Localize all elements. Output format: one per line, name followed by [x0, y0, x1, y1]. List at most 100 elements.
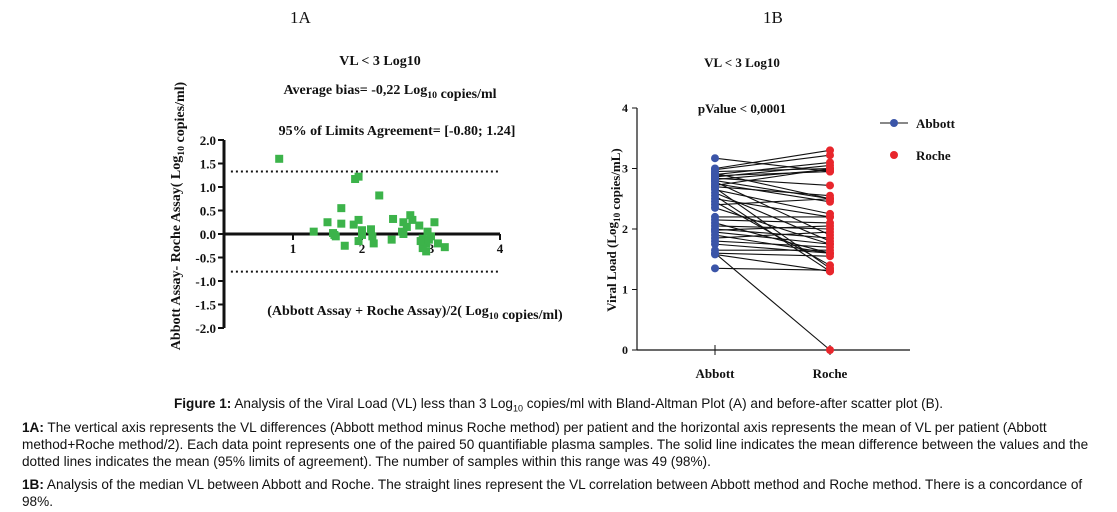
roche-point: [826, 246, 834, 255]
data-point: [389, 214, 398, 223]
x-tick-label: Roche: [813, 366, 848, 381]
data-point: [323, 218, 332, 227]
abbott-point: [711, 249, 719, 258]
roche-point: [826, 151, 834, 160]
y-tick-label: 0.0: [200, 227, 216, 242]
data-point: [418, 244, 427, 253]
x-axis-label: (Abbott Assay + Roche Assay)/2( Log10 co…: [267, 304, 563, 323]
data-point: [369, 239, 378, 248]
roche-point: [826, 212, 834, 221]
y-tick-label: 2.0: [200, 133, 216, 148]
limits-annotation: 95% of Limits Agreement= [-0.80; 1.24]: [279, 124, 516, 139]
y-tick-label: 0.5: [200, 204, 217, 219]
pair-line: [714, 167, 831, 186]
data-point: [275, 154, 284, 163]
panel-label-1b: 1B: [763, 8, 783, 27]
y-tick-label: 4: [622, 101, 628, 115]
y-tick-label: -1.0: [195, 274, 216, 289]
pair-line: [714, 219, 831, 224]
data-point: [408, 215, 417, 224]
caption-text-2: copies/ml with Bland-Altman Plot (A) and…: [522, 396, 944, 411]
caption-text: Analysis of the Viral Load (VL) less tha…: [231, 396, 513, 411]
pair-line: [714, 225, 831, 231]
before-after-plot: pValue < 0,0001 Viral Load (Log10 copies/…: [604, 101, 956, 381]
caption-1b-text: Analysis of the median VL between Abbott…: [22, 477, 1083, 509]
y-tick-label: 3: [622, 162, 628, 176]
chart-subtitle: Average bias= -0,22 Log10 copies/ml: [283, 83, 496, 102]
pair-line: [714, 161, 831, 176]
y-tick-label: 1.5: [200, 157, 217, 172]
pair-line: [714, 186, 831, 197]
pair-line: [714, 164, 831, 178]
pair-line: [714, 207, 831, 245]
data-point: [440, 243, 449, 252]
roche-point: [826, 252, 834, 261]
abbott-point: [711, 154, 719, 163]
y-tick-label: 1.0: [200, 180, 216, 195]
roche-point: [826, 221, 834, 230]
data-point: [416, 237, 425, 246]
roche-point: [826, 181, 834, 190]
x-tick-label: 3: [428, 241, 435, 256]
abbott-point: [711, 240, 719, 249]
y-tick-label: -0.5: [195, 251, 216, 266]
pair-line: [714, 198, 831, 218]
data-point: [337, 204, 346, 213]
chart-1b-title: VL < 3 Log10: [704, 55, 780, 70]
bland-altman-plot: Average bias= -0,22 Log10 copies/ml 95% o…: [169, 81, 563, 350]
roche-point: [826, 164, 834, 173]
abbott-point: [711, 264, 719, 273]
p-value-annotation: pValue < 0,0001: [698, 101, 786, 116]
data-point: [358, 230, 366, 239]
data-point: [354, 172, 363, 181]
legend-abbott-marker: [890, 119, 898, 127]
data-point: [430, 218, 439, 227]
y-axis-label: Viral Load (Log10 copies/mL): [604, 148, 623, 312]
data-point: [399, 218, 408, 227]
caption-1b: 1B: Analysis of the median VL between Ab…: [22, 476, 1102, 510]
data-point: [402, 222, 411, 231]
pair-line: [714, 198, 831, 206]
figure-label: Figure 1:: [173, 396, 232, 411]
data-point: [349, 220, 358, 229]
caption-1a-text: The vertical axis represents the VL diff…: [22, 420, 1089, 469]
data-point: [433, 239, 442, 248]
data-point: [368, 232, 377, 241]
figure-caption-title: Figure 1: Analysis of the Viral Load (VL…: [0, 395, 1117, 418]
pair-line: [714, 154, 831, 171]
data-point: [358, 226, 366, 235]
roche-point: [826, 228, 834, 237]
pair-line: [714, 231, 831, 245]
roche-point: [826, 194, 834, 203]
data-point: [375, 191, 384, 200]
chart-1a-title: VL < 3 Log10: [339, 54, 421, 69]
pair-line: [714, 177, 831, 186]
data-point: [415, 221, 424, 230]
abbott-point: [711, 203, 719, 212]
legend-roche-marker: [890, 151, 898, 159]
pair-line: [714, 243, 831, 254]
y-tick-label: -1.5: [195, 298, 216, 313]
data-point: [387, 235, 396, 244]
caption-1b-label: 1B:: [22, 477, 44, 492]
caption-sub: 10: [512, 403, 523, 414]
data-point: [406, 211, 415, 220]
x-tick-label: 4: [497, 241, 504, 256]
pair-line: [714, 149, 831, 170]
panel-label-1a: 1A: [290, 8, 311, 27]
y-tick-label: 0: [622, 343, 628, 357]
x-tick-label: 2: [359, 241, 366, 256]
roche-point: [826, 346, 834, 354]
y-tick-label: -2.0: [195, 321, 216, 336]
data-point: [399, 230, 408, 238]
pair-line: [714, 240, 831, 248]
roche-point: [826, 234, 834, 243]
caption-1a-label: 1A:: [22, 420, 44, 435]
pair-line: [714, 225, 831, 230]
pair-line: [714, 167, 831, 173]
pair-line: [714, 183, 831, 203]
pair-line: [714, 252, 831, 351]
x-tick-label: 1: [290, 241, 297, 256]
data-point: [337, 219, 346, 228]
pair-line: [714, 252, 831, 257]
